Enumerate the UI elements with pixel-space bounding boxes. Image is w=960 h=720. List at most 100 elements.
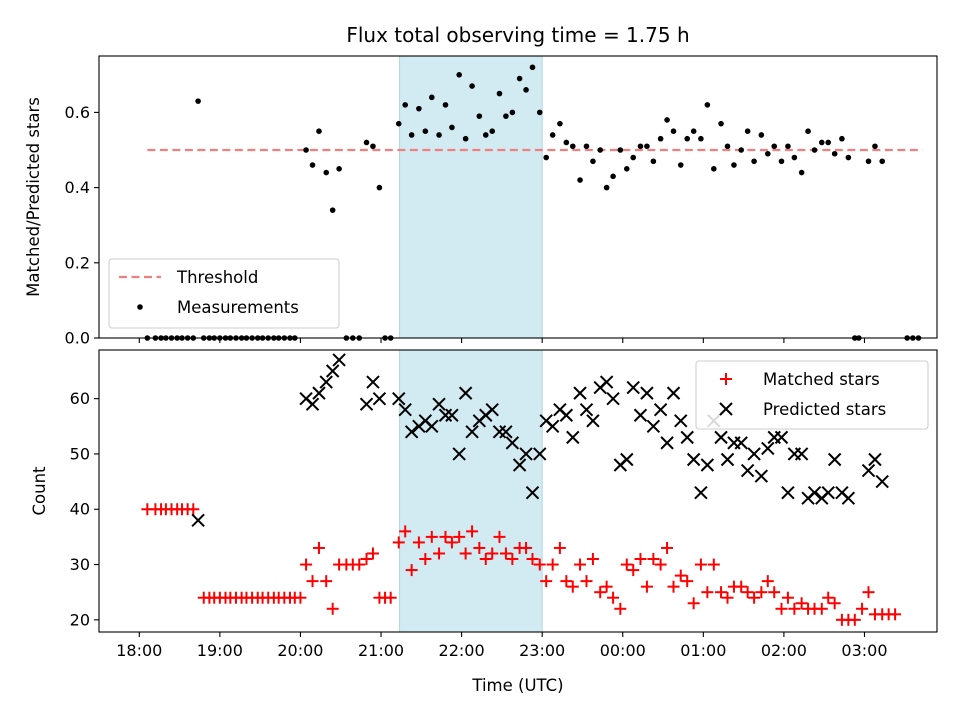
measurement-point-63: [536, 109, 543, 116]
predicted-point-63: [747, 447, 761, 461]
matched-point-88: [701, 586, 714, 599]
measurement-point-76: [623, 166, 630, 172]
top-ytick-label-1: 0.2: [65, 253, 90, 272]
measurement-point-33: [336, 166, 342, 172]
predicted-point-15: [425, 419, 439, 434]
bottom-panel: 20 30 40 50 60 18:00 19:00 20:00 21:00 22:00 23:0…: [30, 349, 938, 695]
matched-point-32: [326, 602, 339, 615]
bottom-xtick-label-3: 21:00: [358, 641, 404, 660]
legend-matched-label: Matched stars: [763, 370, 880, 389]
bottom-ytick-label-4: 60: [70, 389, 90, 408]
predicted-point-29: [519, 447, 533, 461]
predicted-point-79: [868, 452, 882, 467]
measurement-point-102: [798, 169, 805, 176]
matched-point-81: [654, 558, 667, 571]
predicted-point-47: [640, 386, 654, 400]
matched-point-97: [761, 575, 774, 588]
measurement-point-62: [529, 64, 536, 71]
measurement-point-79: [644, 143, 650, 150]
top-highlight-band: [399, 55, 543, 339]
predicted-point-24: [485, 403, 499, 417]
predicted-point-25: [492, 425, 507, 439]
measurement-point-73: [603, 184, 610, 191]
predicted-point-9: [372, 391, 387, 406]
matched-point-93: [735, 580, 748, 593]
measurement-point-99: [778, 158, 785, 165]
measurement-point-94: [744, 128, 751, 134]
bottom-legend: Matched stars Predicted stars: [695, 360, 929, 430]
matched-point-29: [306, 575, 319, 588]
bottom-xtick-label-8: 02:00: [761, 641, 807, 660]
measurement-point-83: [670, 128, 677, 134]
legend-matched-swatch: [720, 373, 732, 385]
matched-point-30: [312, 541, 325, 554]
predicted-point-17: [438, 408, 453, 422]
bottom-highlight-band: [399, 349, 543, 633]
bottom-ytick-label-1: 30: [70, 555, 90, 574]
measurement-point-98: [771, 143, 778, 150]
measurement-point-28: [303, 147, 309, 153]
matched-point-94: [741, 586, 754, 599]
predicted-point-27: [505, 436, 520, 450]
matched-point-83: [667, 580, 680, 593]
legend-threshold-label: Threshold: [176, 268, 258, 287]
measurement-point-37: [363, 139, 370, 146]
bottom-ytick-label-2: 40: [70, 500, 90, 519]
matched-point-74: [607, 591, 620, 604]
top-ytick-label-0: 0.0: [65, 329, 90, 348]
matched-point-65: [546, 558, 559, 571]
predicted-point-36: [566, 430, 580, 445]
matched-point-110: [848, 613, 861, 626]
predicted-point-7: [359, 397, 374, 411]
predicted-point-49: [653, 403, 668, 417]
measurement-point-100: [785, 143, 791, 150]
matched-point-84: [674, 569, 687, 582]
measurement-point-54: [476, 113, 483, 119]
measurement-point-57: [496, 90, 503, 97]
predicted-point-55: [694, 485, 708, 500]
measurement-point-70: [583, 143, 590, 150]
matched-point-44: [405, 564, 418, 577]
matched-point-8: [187, 503, 200, 516]
measurement-point-82: [664, 117, 670, 123]
measurement-point-46: [422, 128, 429, 134]
predicted-point-61: [734, 436, 748, 450]
matched-point-49: [439, 530, 452, 543]
matched-point-38: [366, 547, 379, 560]
matched-point-55: [479, 553, 492, 566]
bottom-ytick-label-3: 50: [70, 444, 90, 463]
measurement-point-61: [523, 87, 529, 93]
matched-point-95: [748, 591, 761, 604]
measurement-point-97: [764, 150, 771, 157]
predicted-point-20: [458, 386, 473, 400]
measurement-point-29: [309, 162, 316, 168]
matched-point-69: [574, 558, 587, 571]
measurement-point-93: [738, 147, 744, 153]
measurement-point-44: [408, 132, 415, 138]
matched-point-87: [694, 558, 707, 571]
bottom-highlight-band-layer: [399, 349, 543, 633]
predicted-point-51: [666, 386, 681, 400]
measurement-point-45: [416, 105, 422, 112]
measurement-point-48: [436, 132, 442, 138]
predicted-point-45: [626, 380, 640, 395]
top-y-axis-label: Matched/Predicted stars: [24, 97, 43, 297]
matched-point-61: [520, 541, 533, 554]
bottom-y-axis-label: Count: [30, 466, 49, 516]
measurement-point-77: [630, 154, 637, 161]
measurement-point-49: [442, 102, 449, 108]
measurement-point-112: [865, 158, 872, 165]
matched-point-28: [300, 558, 313, 571]
measurement-point-64: [543, 154, 550, 161]
measurement-point-65: [549, 132, 556, 138]
matched-point-78: [634, 553, 647, 566]
legend-predicted-label: Predicted stars: [763, 400, 886, 419]
matched-point-64: [540, 575, 553, 588]
predicted-point-68: [781, 485, 795, 500]
measurement-point-91: [724, 143, 731, 150]
matched-point-75: [614, 602, 627, 615]
predicted-point-46: [633, 408, 648, 422]
predicted-point-18: [445, 408, 459, 422]
predicted-point-64: [754, 469, 769, 483]
